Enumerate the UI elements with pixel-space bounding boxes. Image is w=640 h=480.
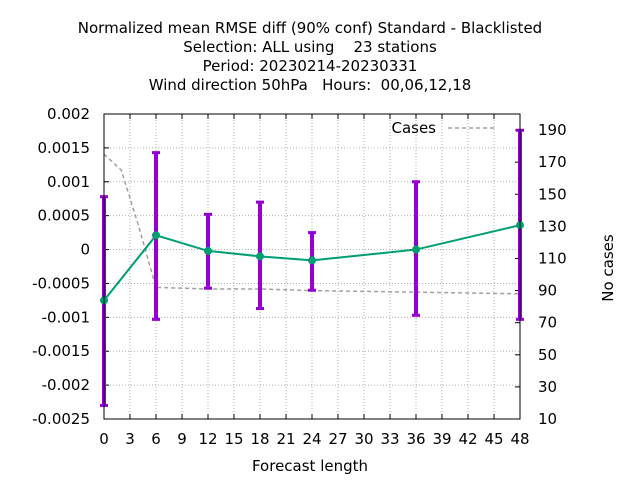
x-axis-label: Forecast length	[252, 457, 368, 475]
y2-tick-label: 190	[538, 121, 567, 139]
y-axis-ticks: 0.002 0.0015 0.001 0.0005 0 -0.0005 -0.001 -0.0…	[32, 105, 109, 428]
y2-axis-ticks: 190 170 150 130 110 90 70 50 30 10	[515, 121, 567, 428]
diff-point	[308, 256, 316, 265]
y2-tick-label: 150	[538, 185, 567, 203]
y2-axis-label: No cases	[599, 234, 617, 302]
y-tick-label: -0.0005	[32, 274, 90, 292]
legend-label-cases: Cases	[391, 119, 436, 137]
diff-point	[204, 246, 212, 255]
y2-tick-label: 90	[538, 282, 557, 300]
chart-title: Normalized mean RMSE diff (90% conf) Sta…	[78, 19, 542, 94]
plot-frame	[103, 113, 521, 420]
y-tick-label: -0.0015	[32, 342, 90, 360]
y-tick-label: -0.001	[42, 308, 90, 326]
title-line-4: Wind direction 50hPa Hours: 00,06,12,18	[149, 76, 472, 94]
y-tick-label: -0.002	[42, 376, 90, 394]
title-line-1: Normalized mean RMSE diff (90% conf) Sta…	[78, 19, 542, 37]
x-tick-label: 0	[99, 430, 109, 448]
x-tick-label: 24	[302, 430, 321, 448]
y2-tick-label: 110	[538, 249, 567, 267]
diff-point	[152, 231, 160, 240]
x-tick-label: 21	[276, 430, 295, 448]
y-tick-label: 0	[80, 241, 90, 259]
x-tick-label: 36	[406, 430, 425, 448]
y2-tick-label: 70	[538, 314, 557, 332]
x-axis-ticks: 0 3 6 9 12 15 18 21 24 27 30 33 36 39 42 45 48	[99, 114, 530, 448]
x-tick-label: 6	[151, 430, 161, 448]
y2-tick-label: 50	[538, 346, 557, 364]
x-tick-label: 30	[354, 430, 373, 448]
title-line-2: Selection: ALL using 23 stations	[183, 38, 437, 56]
x-tick-label: 27	[328, 430, 347, 448]
y-tick-label: 0.0005	[38, 207, 91, 225]
y2-tick-label: 170	[538, 153, 567, 171]
x-tick-label: 18	[250, 430, 269, 448]
x-tick-label: 9	[177, 430, 187, 448]
diff-point	[256, 252, 264, 261]
y2-tick-label: 130	[538, 217, 567, 235]
y-tick-label: 0.002	[47, 105, 90, 123]
title-line-3: Period: 20230214-20230331	[203, 57, 418, 75]
x-tick-label: 39	[432, 430, 451, 448]
y2-tick-label: 10	[538, 410, 557, 428]
y-tick-label: 0.0015	[38, 139, 91, 157]
x-tick-label: 45	[484, 430, 503, 448]
y2-tick-label: 30	[538, 378, 557, 396]
legend: Cases	[391, 119, 494, 137]
x-tick-label: 12	[198, 430, 217, 448]
x-tick-label: 42	[458, 430, 477, 448]
y-tick-label: 0.001	[47, 173, 90, 191]
x-tick-label: 33	[380, 430, 399, 448]
x-tick-label: 15	[224, 430, 243, 448]
y-tick-label: -0.0025	[32, 410, 90, 428]
x-tick-label: 3	[125, 430, 135, 448]
x-tick-label: 48	[510, 430, 529, 448]
diff-point	[412, 245, 420, 254]
